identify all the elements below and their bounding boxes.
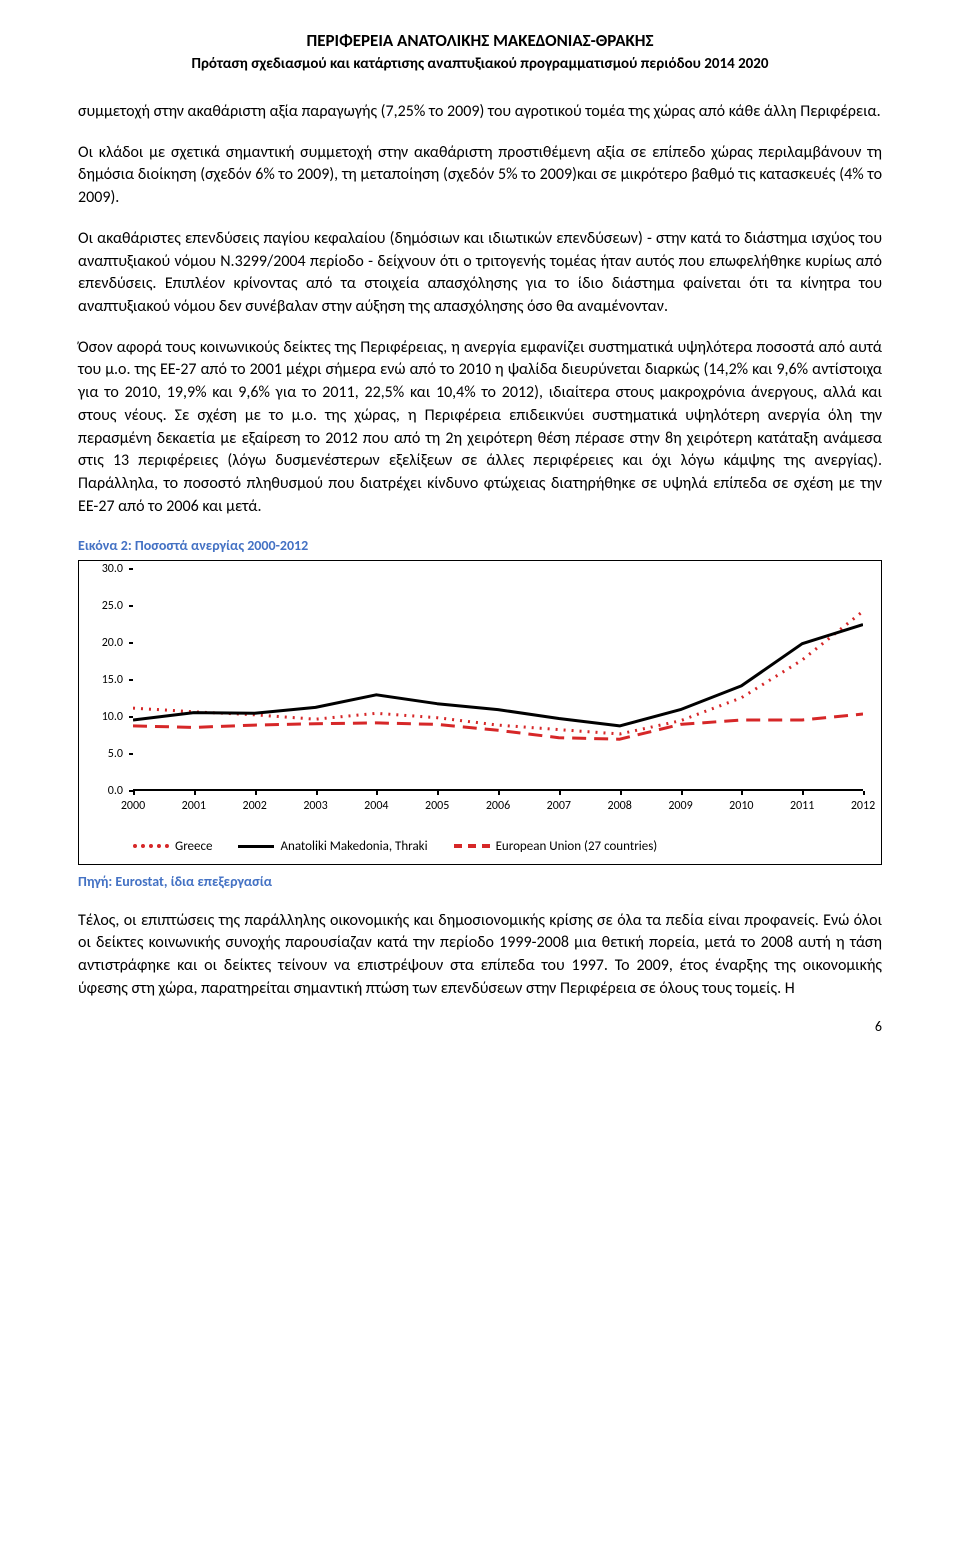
x-tick [376, 791, 378, 795]
x-tick [255, 791, 257, 795]
series-line [133, 624, 863, 725]
paragraph-4: Όσον αφορά τους κοινωνικούς δείκτες της … [78, 337, 882, 519]
x-tick [802, 791, 804, 795]
legend-label: European Union (27 countries) [496, 839, 658, 854]
y-tick-label: 10.0 [102, 710, 123, 724]
x-tick-label: 2007 [547, 799, 571, 813]
x-tick-label: 2009 [668, 799, 692, 813]
chart-plot-inner [133, 569, 863, 791]
x-tick [863, 791, 865, 795]
legend-label: Anatoliki Makedonia, Thraki [280, 839, 427, 854]
legend-item: Greece [133, 839, 212, 854]
figure-source: Πηγή: Eurostat, ίδια επεξεργασία [78, 873, 882, 890]
x-tick [194, 791, 196, 795]
x-tick [133, 791, 135, 795]
x-tick-label: 2011 [790, 799, 814, 813]
y-tick-label: 0.0 [108, 784, 123, 798]
y-tick [129, 753, 133, 755]
x-tick [559, 791, 561, 795]
page-header-title: ΠΕΡΙΦΕΡΕΙΑ ΑΝΑΤΟΛΙΚΗΣ ΜΑΚΕΔΟΝΙΑΣ-ΘΡΑΚΗΣ [78, 30, 882, 51]
x-tick [681, 791, 683, 795]
y-tick-label: 30.0 [102, 562, 123, 576]
chart-svg [133, 569, 863, 791]
figure-title: Εικόνα 2: Ποσοστά ανεργίας 2000-2012 [78, 537, 882, 554]
x-tick-label: 2001 [182, 799, 206, 813]
paragraph-5: Τέλος, οι επιπτώσεις της παράλληλης οικο… [78, 910, 882, 1001]
chart-plot-area: 0.05.010.015.020.025.030.0 2000200120022… [89, 569, 869, 829]
x-tick [741, 791, 743, 795]
legend-swatch [133, 844, 169, 848]
x-tick-label: 2002 [242, 799, 266, 813]
y-tick [129, 568, 133, 570]
x-tick-label: 2000 [121, 799, 145, 813]
y-tick [129, 716, 133, 718]
y-tick [129, 605, 133, 607]
legend-item: Anatoliki Makedonia, Thraki [238, 839, 427, 854]
series-line [133, 611, 863, 734]
x-tick-label: 2005 [425, 799, 449, 813]
x-tick-label: 2010 [729, 799, 753, 813]
y-tick-label: 15.0 [102, 673, 123, 687]
document-page: ΠΕΡΙΦΕΡΕΙΑ ΑΝΑΤΟΛΙΚΗΣ ΜΑΚΕΔΟΝΙΑΣ-ΘΡΑΚΗΣ … [0, 0, 960, 1065]
y-tick [129, 679, 133, 681]
legend-item: European Union (27 countries) [454, 839, 658, 854]
page-number: 6 [78, 1018, 882, 1035]
x-tick [437, 791, 439, 795]
x-tick-label: 2012 [851, 799, 875, 813]
x-tick-label: 2004 [364, 799, 388, 813]
legend-label: Greece [175, 839, 212, 854]
chart-x-axis-labels: 2000200120022003200420052006200720082009… [133, 799, 863, 815]
paragraph-2: Οι κλάδοι με σχετικά σημαντική συμμετοχή… [78, 142, 882, 210]
legend-swatch [454, 844, 490, 848]
y-tick [129, 642, 133, 644]
y-tick-label: 25.0 [102, 599, 123, 613]
x-tick [316, 791, 318, 795]
x-tick [498, 791, 500, 795]
paragraph-1: συμμετοχή στην ακαθάριστη αξία παραγωγής… [78, 101, 882, 124]
y-tick-label: 20.0 [102, 636, 123, 650]
paragraph-3: Οι ακαθάριστες επενδύσεις παγίου κεφαλαί… [78, 228, 882, 319]
y-tick-label: 5.0 [108, 747, 123, 761]
page-header-subtitle: Πρόταση σχεδιασμού και κατάρτισης αναπτυ… [78, 55, 882, 73]
chart-y-axis-labels: 0.05.010.015.020.025.030.0 [89, 569, 127, 791]
x-tick-label: 2008 [607, 799, 631, 813]
x-tick-label: 2003 [303, 799, 327, 813]
unemployment-chart: 0.0 5.0 10.0 15.0 20.0 25.0 30.0 2000 2001 2002 2… [78, 560, 882, 865]
x-tick [620, 791, 622, 795]
legend-swatch [238, 845, 274, 848]
x-tick-label: 2006 [486, 799, 510, 813]
series-line [133, 714, 863, 739]
chart-legend: Greece Anatoliki Makedonia, Thraki Europea… [89, 839, 869, 854]
